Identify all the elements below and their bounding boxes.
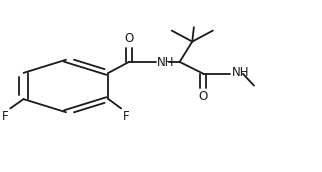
Text: F: F: [2, 110, 9, 123]
Text: O: O: [124, 33, 134, 45]
Text: F: F: [122, 110, 129, 123]
Text: NH: NH: [157, 56, 175, 69]
Text: O: O: [199, 90, 208, 103]
Text: NH: NH: [232, 66, 249, 79]
